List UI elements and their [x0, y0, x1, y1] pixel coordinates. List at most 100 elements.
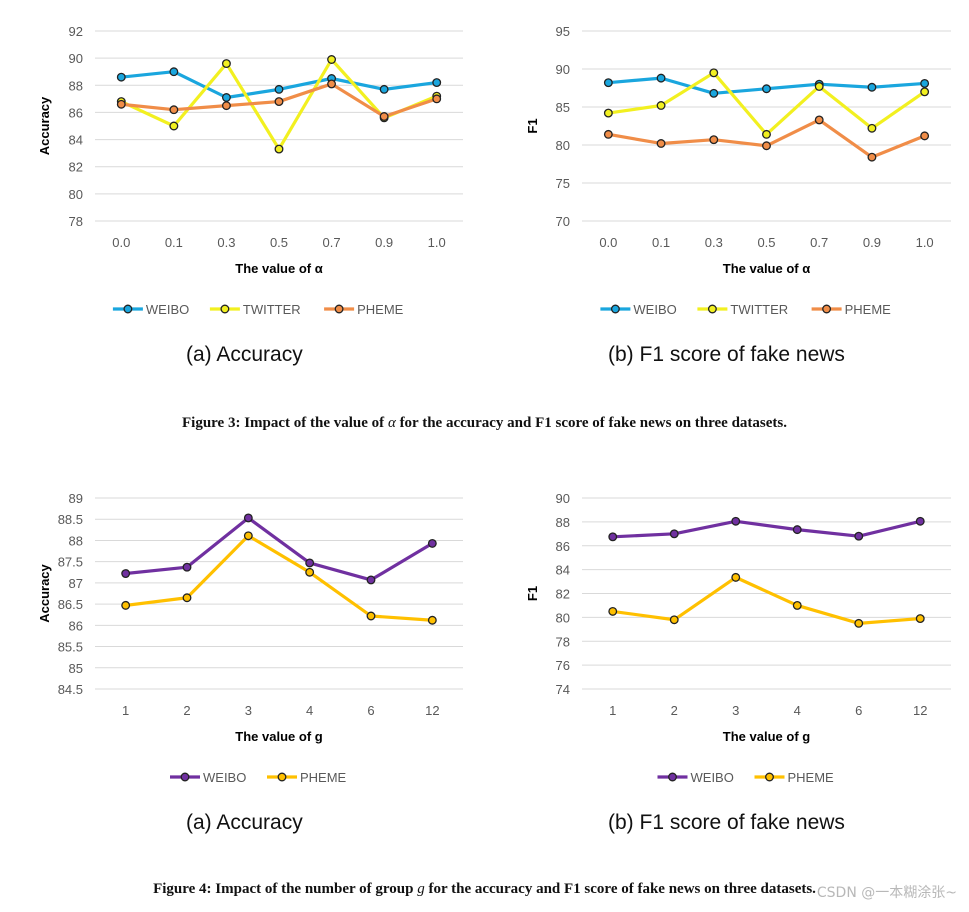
figure3-accuracy-svg: 78 80 82 84 86 88 90 92 0.0 0.1 0.3 0.5 0.7 0.9 1.0 The… [37, 24, 463, 317]
data-point-pheme [427, 615, 437, 625]
y-tick-label: 86 [69, 618, 83, 633]
data-point-weibo [169, 67, 179, 77]
x-tick-label: 2 [671, 703, 678, 718]
data-point-pheme [243, 531, 253, 541]
figure3-caption-symbol: α [387, 415, 396, 431]
y-tick-label: 89 [69, 491, 83, 506]
y-tick-label: 74 [556, 682, 570, 697]
x-tick-label: 0.5 [757, 235, 775, 250]
series-line-pheme [125, 534, 433, 622]
y-tick-label: 88.5 [58, 512, 83, 527]
legend-marker-twitter [707, 304, 717, 314]
figure3-f1-svg: 70 75 80 85 90 95 0.0 0.1 0.3 0.5 0.7 0.9 1.0 The val… [525, 24, 951, 317]
figure4-caption-prefix: Figure 4: Impact of the number of group [153, 881, 418, 897]
x-tick-label: 1 [609, 703, 616, 718]
data-point-pheme [920, 131, 930, 141]
series-line-twitter [608, 71, 926, 136]
data-point-weibo [792, 525, 802, 535]
x-tick-label: 2 [183, 703, 190, 718]
x-tick-label: 0.7 [323, 235, 341, 250]
data-point-weibo [432, 78, 442, 88]
legend-label-weibo: WEIBO [633, 302, 676, 317]
data-point-pheme [814, 115, 824, 125]
data-point-pheme [792, 600, 802, 610]
data-point-pheme [608, 606, 618, 616]
data-point-weibo [920, 78, 930, 88]
data-point-weibo [274, 84, 284, 94]
legend-label-pheme: PHEME [845, 302, 892, 317]
legend-label-twitter: TWITTER [730, 302, 788, 317]
y-tick-label: 78 [69, 214, 83, 229]
figure4-caption: Figure 4: Impact of the number of group … [0, 881, 969, 898]
subcaption-fig3b: (b) F1 score of fake news [608, 343, 845, 366]
legend-marker-weibo [668, 772, 677, 782]
y-tick-label: 95 [556, 24, 570, 39]
data-point-pheme [182, 593, 192, 603]
y-tick-label: 87 [69, 576, 83, 591]
y-axis-title: F1 [525, 586, 540, 601]
y-axis-title: F1 [525, 118, 540, 133]
y-tick-label: 85 [556, 100, 570, 115]
legend-marker-pheme [765, 772, 774, 782]
x-tick-label: 1.0 [916, 235, 934, 250]
data-point-pheme [327, 79, 337, 89]
watermark: CSDN @一本糊涂张~ [816, 885, 957, 901]
x-tick-label: 0.1 [165, 235, 183, 250]
data-point-twitter [221, 59, 231, 69]
y-tick-label: 86 [69, 105, 83, 120]
data-point-weibo [221, 93, 231, 102]
legend-marker-weibo [610, 304, 620, 314]
data-point-weibo [427, 538, 437, 548]
data-point-weibo [709, 88, 719, 98]
y-tick-label: 88 [556, 515, 570, 530]
data-point-twitter [327, 55, 337, 64]
y-axis-title: Accuracy [37, 563, 52, 622]
data-point-pheme [169, 105, 179, 115]
data-point-twitter [762, 129, 771, 139]
x-tick-label: 4 [306, 703, 313, 718]
y-tick-label: 84 [69, 133, 83, 148]
data-point-weibo [762, 84, 771, 94]
legend-label-weibo: WEIBO [203, 770, 246, 785]
x-tick-label: 3 [732, 703, 739, 718]
data-point-pheme [121, 600, 131, 610]
legend-label-weibo: WEIBO [146, 302, 189, 317]
data-point-pheme [669, 615, 679, 625]
y-tick-label: 86 [556, 539, 570, 554]
y-tick-label: 84 [556, 563, 570, 578]
y-tick-label: 85.5 [58, 640, 83, 655]
figure4-caption-suffix: for the accuracy and F1 score of fake ne… [424, 881, 816, 897]
data-point-weibo [116, 72, 126, 82]
x-tick-label: 4 [794, 703, 801, 718]
data-point-pheme [731, 572, 741, 582]
data-point-pheme [603, 129, 613, 139]
data-point-pheme [274, 97, 284, 107]
x-tick-label: 0.5 [270, 235, 288, 250]
x-tick-label: 6 [855, 703, 862, 718]
figure3-caption-suffix: for the accuracy and F1 score of fake ne… [395, 415, 788, 431]
subcaption-fig4a: (a) Accuracy [186, 811, 303, 834]
data-point-pheme [709, 135, 719, 145]
legend-marker-pheme [822, 304, 832, 314]
x-tick-label: 0.1 [652, 235, 670, 250]
y-tick-label: 88 [69, 78, 83, 93]
x-tick-label: 0.0 [599, 235, 617, 250]
data-point-pheme [379, 112, 389, 121]
data-point-weibo [603, 78, 613, 88]
y-tick-label: 82 [69, 160, 83, 175]
y-tick-label: 84.5 [58, 682, 83, 697]
data-point-weibo [669, 529, 679, 539]
legend-marker-pheme [334, 304, 344, 314]
legend-marker-twitter [220, 304, 230, 314]
x-axis-title: The value of α [723, 261, 810, 276]
legend-marker-weibo [180, 772, 190, 782]
x-tick-label: 3 [245, 703, 252, 718]
data-point-weibo [867, 82, 877, 92]
y-tick-label: 70 [556, 214, 570, 229]
y-tick-label: 90 [556, 62, 570, 77]
series-line-weibo [125, 516, 434, 582]
x-axis-title: The value of g [723, 729, 810, 744]
y-tick-label: 92 [69, 24, 83, 39]
